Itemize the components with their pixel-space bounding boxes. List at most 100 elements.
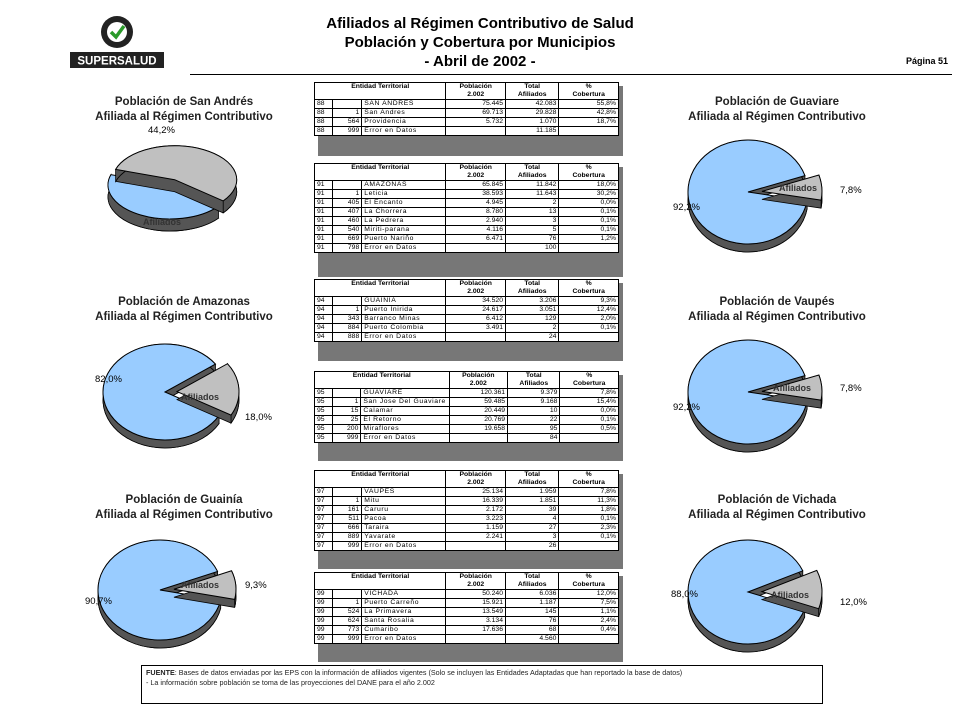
population: [445, 541, 506, 551]
population: 4.945: [445, 198, 506, 208]
header-entidad: Entidad Territorial: [313, 82, 447, 100]
coverage: 1,2%: [558, 234, 619, 244]
coverage: [558, 634, 619, 644]
population: 3.491: [445, 323, 506, 333]
header-entidad: Entidad Territorial: [313, 470, 447, 488]
affiliates: 76: [504, 234, 560, 244]
affiliates: 11.842: [504, 180, 560, 190]
afiliados-label: Afiliados: [779, 183, 817, 193]
entity-name: El Encanto: [361, 198, 447, 208]
data-table-sanandres: Entidad Territorial Población 2.002 Total Af…: [313, 82, 619, 136]
affiliates: 129: [504, 314, 560, 324]
afiliados-label: Afiliados: [181, 392, 219, 402]
muni-code: 798: [332, 243, 363, 253]
table-row: 94 884 Puerto Colombia 3.491 2 0,1%: [313, 323, 619, 333]
muni-code: 888: [332, 332, 363, 342]
table-row: 95 15 Calamar 20.449 10 0,0%: [313, 406, 619, 416]
population: 65.845: [445, 180, 506, 190]
coverage: 7,8%: [559, 388, 619, 398]
entity-name: Calamar: [360, 406, 450, 416]
chart-title-guaviare: Población de Guaviare Afiliada al Régime…: [657, 95, 897, 125]
coverage: [559, 433, 619, 443]
entity-name: La Primavera: [361, 607, 447, 617]
affiliates: 5: [504, 225, 560, 235]
header-cobertura: % Cobertura: [558, 163, 619, 181]
affiliates: 6.036: [504, 589, 560, 599]
pie-label-main: 44,2%: [148, 125, 175, 136]
muni-code: 666: [332, 523, 363, 533]
dept-code: 95: [313, 406, 334, 416]
affiliates: 1.851: [504, 496, 560, 506]
dept-code: 99: [313, 598, 334, 608]
supersalud-logo: SUPERSALUD: [70, 16, 164, 68]
population: 15.921: [445, 598, 506, 608]
entity-name: Taraira: [361, 523, 447, 533]
population: 59.485: [448, 397, 509, 407]
coverage: 1,8%: [558, 505, 619, 515]
muni-code: 407: [332, 207, 363, 217]
pie-label-slice: 12,0%: [840, 597, 867, 608]
affiliates: 4: [504, 514, 560, 524]
affiliates: 84: [507, 433, 561, 443]
coverage: 12,4%: [558, 305, 619, 315]
population: [445, 243, 506, 253]
population: 13.549: [445, 607, 506, 617]
table-row: 99 524 La Primavera 13.549 145 1,1%: [313, 607, 619, 617]
entity-name: AMAZONAS: [361, 180, 447, 190]
population: [445, 634, 506, 644]
affiliates: 68: [504, 625, 560, 635]
chart-title-line: Población de Guainía: [125, 494, 243, 506]
entity-name: Mitu: [361, 496, 447, 506]
table-row: 95 25 El Retorno 20.769 22 0,1%: [313, 415, 619, 425]
population: 69.713: [445, 108, 506, 118]
muni-code: 1: [332, 189, 363, 199]
table-row: 95 999 Error en Datos 84: [313, 433, 619, 443]
dept-code: 94: [313, 296, 334, 306]
coverage: 9,3%: [558, 296, 619, 306]
population: 120.361: [448, 388, 509, 398]
table-row: 94 GUAINIA 34.520 3.206 9,3%: [313, 296, 619, 306]
entity-name: San Andres: [361, 108, 447, 118]
dept-code: 95: [313, 433, 334, 443]
page-number: Página 51: [905, 56, 948, 66]
muni-code: [332, 296, 363, 306]
pie-label-main: 88,0%: [671, 589, 698, 600]
dept-code: 97: [313, 514, 334, 524]
muni-code: 460: [332, 216, 363, 226]
muni-code: 884: [332, 323, 363, 333]
title-line-3: - Abril de 2002 -: [424, 53, 536, 70]
table-row: 97 161 Caruru 2.172 39 1,8%: [313, 505, 619, 515]
coverage: 0,1%: [558, 323, 619, 333]
pie-slice-no-afiliados: [687, 139, 808, 253]
pie-label-slice: 9,3%: [245, 580, 267, 591]
affiliates: 13: [504, 207, 560, 217]
table-row: 91 540 Miriti-parana 4.116 5 0,1%: [313, 225, 619, 235]
population: 38.593: [445, 189, 506, 199]
affiliates: 26: [504, 541, 560, 551]
entity-name: Leticia: [361, 189, 447, 199]
coverage: 0,1%: [558, 207, 619, 217]
dept-code: 91: [313, 234, 334, 244]
coverage: 0,0%: [558, 198, 619, 208]
table-row: 88 999 Error en Datos 11.185: [313, 126, 619, 136]
table-header-row: Entidad Territorial Población 2.002 Total Af…: [313, 572, 619, 590]
dept-code: 95: [313, 424, 334, 434]
dept-code: 99: [313, 589, 334, 599]
table-row: 97 511 Pacoa 3.223 4 0,1%: [313, 514, 619, 524]
dept-code: 88: [313, 126, 334, 136]
pie-slice-afiliados: [761, 174, 823, 209]
data-table-guaviare: Entidad Territorial Población 2.002 Total Af…: [313, 371, 619, 443]
muni-code: 1: [332, 108, 363, 118]
affiliates: 76: [504, 616, 560, 626]
coverage: [558, 243, 619, 253]
table-header-row: Entidad Territorial Población 2.002 Total Af…: [314, 371, 619, 389]
header-cobertura: % Cobertura: [559, 371, 619, 389]
entity-name: Error en Datos: [360, 433, 450, 443]
muni-code: 999: [332, 126, 363, 136]
pie-chart-vaupes: Afiliados 92,2% 7,8%: [673, 339, 862, 453]
table-row: 97 889 Yavarate 2.241 3 0,1%: [313, 532, 619, 542]
dept-code: 95: [313, 415, 334, 425]
coverage: 0,1%: [558, 532, 619, 542]
dept-code: 97: [313, 496, 334, 506]
pie-slice-no-afiliados: [107, 173, 220, 232]
